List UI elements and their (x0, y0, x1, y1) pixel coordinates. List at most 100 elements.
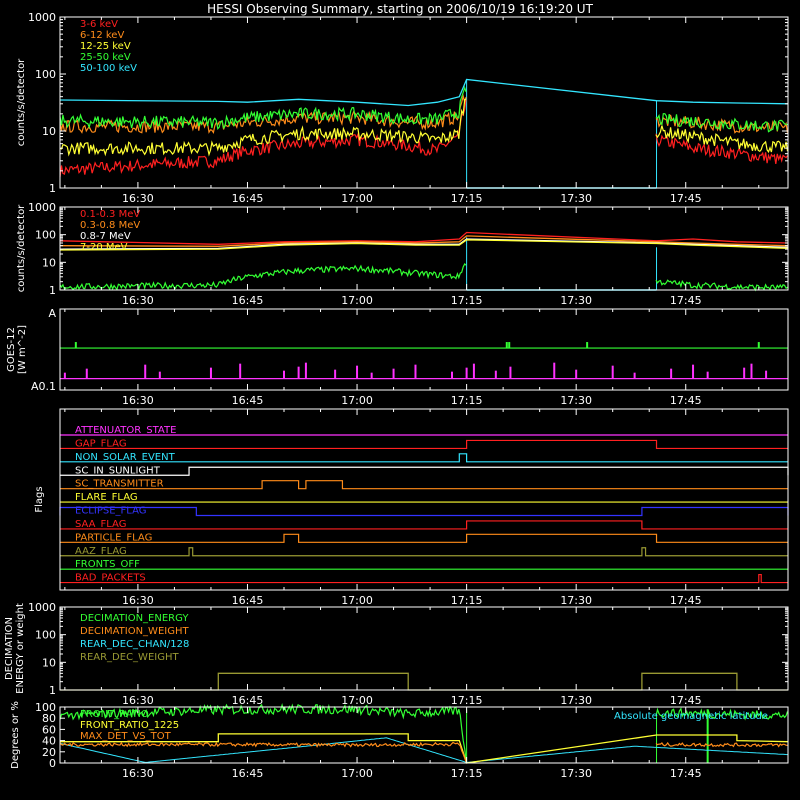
goes-spike (505, 342, 508, 349)
goes-spike (158, 371, 161, 379)
goes-x-tick-label: 17:00 (341, 394, 373, 407)
flag-label: SC_TRANSMITTER (75, 479, 164, 490)
flag-label: SC_IN_SUNLIGHT (75, 465, 161, 476)
gamma-x-tick-label: 16:45 (232, 294, 264, 307)
decimation-y-tick-label: 10 (42, 656, 56, 669)
goes-spike (692, 364, 695, 379)
flags-x-tick-label: 17:15 (451, 594, 483, 607)
ratio-series-line (59, 741, 788, 763)
gamma-series-0 (59, 231, 789, 245)
flag-line-eclipse-flag (59, 506, 789, 517)
decimation-legend-entry: DECIMATION_WEIGHT (80, 626, 189, 637)
gamma-y-tick-label: 10 (42, 256, 56, 269)
flags-x-tick-label: 16:45 (232, 594, 264, 607)
ratio-y-tick-label: 80 (42, 712, 56, 725)
ratio-y-tick-label: 0 (49, 757, 56, 770)
figure-title: HESSI Observing Summary, starting on 200… (207, 2, 593, 16)
gamma-legend-entry: 0.8-7 MeV (80, 231, 131, 242)
hxr-y-axis-label: counts/s/detector (16, 58, 27, 146)
goes-spike (670, 368, 673, 379)
decimation-x-tick-label: 16:45 (232, 694, 264, 707)
decimation-y-axis-label: DECIMATION (4, 617, 15, 680)
flags-x-tick-label: 16:30 (122, 594, 154, 607)
decimation-y-tick-label: 1 (49, 684, 56, 697)
flags-panel: ATTENUATOR_STATE GAP_FLAG NON_SOLAR_EVENT S… (34, 408, 789, 607)
gamma-series-line (59, 239, 789, 251)
goes-frame (59, 308, 789, 391)
goes-spike (706, 371, 709, 379)
goes-x-tick-label: 16:30 (122, 394, 154, 407)
decimation-x-tick-label: 17:00 (341, 694, 373, 707)
goes-x-tick-label: 17:45 (670, 394, 702, 407)
goes-spike (370, 372, 373, 379)
hxr-y-tick-label: 100 (35, 68, 56, 81)
goes-spike (334, 369, 337, 379)
goes-spike (356, 365, 359, 379)
goes-spike (239, 363, 242, 379)
goes-spike (757, 342, 760, 349)
goes-spike (586, 342, 589, 349)
ratio-x-tick-label: 17:30 (560, 767, 592, 780)
gamma-series-3 (59, 239, 789, 251)
gamma-x-tick-label: 17:00 (341, 294, 373, 307)
flag-line-non-solar-event (60, 453, 788, 463)
goes-x-tick-label: 17:15 (451, 394, 483, 407)
hxr-series-3 (59, 85, 788, 133)
hxr-x-tick-label: 17:15 (451, 192, 483, 205)
gamma-series-line (59, 231, 789, 245)
hxr-series-line (59, 85, 788, 133)
goes-spike (553, 362, 556, 379)
goes-spike (633, 372, 636, 379)
ratio-legend-entry: MAX_DET_VS_TOT (80, 731, 172, 742)
ratio-series-1 (60, 733, 789, 764)
ratio-x-tick-label: 17:45 (670, 767, 702, 780)
gamma-series-1 (59, 235, 789, 247)
hxr-x-tick-label: 16:45 (232, 192, 264, 205)
flag-label: NON_SOLAR_EVENT (75, 452, 176, 463)
gamma-frame (59, 206, 789, 291)
goes-spike (392, 368, 395, 379)
goes-spike (144, 364, 147, 379)
flag-line-gap-flag (60, 439, 788, 450)
ratio-legend-entry: FRONT_RATIO (80, 709, 149, 720)
ratio-panel: 16:30 16:45 17:00 17:15 17:30 17:45 0204060801… (10, 701, 789, 780)
gamma-legend-entry: 0.1-0.3 MeV (80, 209, 140, 220)
hxr-legend-entry: 6-12 keV (80, 30, 124, 41)
goes-spike (750, 363, 753, 379)
gamma-y-tick-label: 1 (49, 284, 56, 297)
flags-x-tick-label: 17:00 (341, 594, 373, 607)
gamma-x-tick-label: 16:30 (122, 294, 154, 307)
hxr-x-tick-label: 17:00 (341, 192, 373, 205)
goes-spike (743, 367, 746, 379)
goes-spike (297, 366, 300, 379)
hxr-y-tick-label: 10 (42, 125, 56, 138)
flag-label: GAP_FLAG (75, 438, 127, 449)
hxr-series-line (59, 99, 788, 178)
goes-spike (508, 342, 511, 349)
gamma-x-tick-label: 17:45 (670, 294, 702, 307)
flag-label: FLARE_FLAG (75, 492, 138, 503)
hxr-x-tick-label: 16:30 (122, 192, 154, 205)
decimation-legend-entry: REAR_DEC_WEIGHT (80, 652, 179, 663)
hxr-series-line (59, 98, 789, 157)
goes-spike (509, 366, 512, 379)
goes-spike (465, 367, 468, 379)
flag-line-sc-transmitter (60, 480, 788, 490)
ratio-y-tick-label: 40 (42, 735, 56, 748)
goes-spike (63, 372, 66, 379)
gamma-series-4 (59, 263, 788, 292)
flag-line-particle-flag (60, 533, 788, 543)
gamma-x-tick-label: 17:15 (451, 294, 483, 307)
flag-label: BAD_PACKETS (75, 573, 146, 584)
hxr-frame (59, 16, 789, 189)
ratio-x-tick-label: 17:15 (451, 767, 483, 780)
ratio-x-tick-label: 16:30 (122, 767, 154, 780)
goes-x-tick-label: 16:45 (232, 394, 264, 407)
goes-spike (472, 363, 475, 379)
ratio-frame (59, 706, 789, 764)
ratio-series-line (59, 702, 789, 760)
ratio-series-line (60, 733, 789, 764)
goes-spike (451, 371, 453, 379)
flag-label: SAA_FLAG (75, 519, 126, 530)
flags-x-tick-label: 17:30 (560, 594, 592, 607)
